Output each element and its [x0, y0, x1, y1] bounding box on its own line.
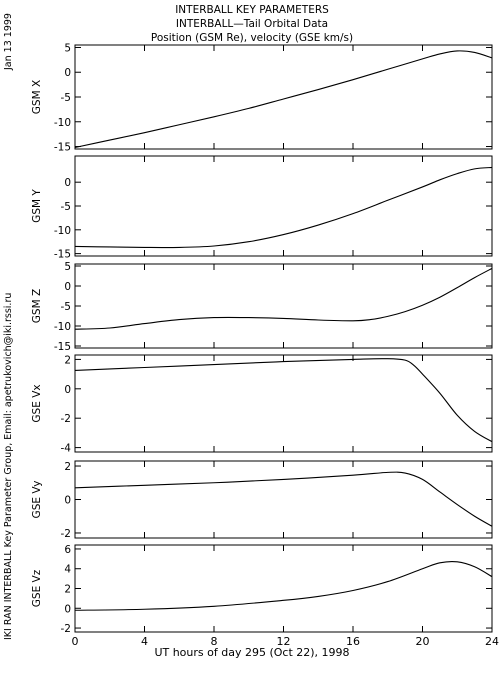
panel-frame-gsm-z — [74, 263, 493, 349]
x-tick-label: 8 — [211, 635, 218, 648]
series-line-gsm-x — [74, 50, 493, 149]
y-tick-label-gse-vy: -2 — [61, 528, 71, 540]
y-tick-label-gse-vy: 2 — [64, 461, 71, 473]
y-axis-label-gsm-x: GSM X — [31, 80, 43, 114]
chart-title-line2: INTERBALL—Tail Orbital Data — [175, 18, 329, 30]
x-tick-label: 20 — [416, 635, 430, 648]
y-tick-label-gsm-z: -5 — [61, 301, 71, 313]
panel-frame-gsm-x — [74, 44, 493, 150]
y-tick-label-gse-vz: -2 — [61, 623, 71, 635]
y-tick-label-gsm-y: -10 — [54, 225, 71, 237]
series-line-gse-vz — [74, 560, 493, 611]
y-tick-label-gsm-y: -15 — [54, 249, 71, 261]
y-tick-label-gsm-y: 0 — [64, 177, 71, 189]
y-tick-label-gsm-x: 0 — [64, 67, 71, 79]
series-line-gsm-y — [74, 166, 493, 249]
x-tick-label: 0 — [72, 635, 79, 648]
x-tick-label: 16 — [346, 635, 360, 648]
y-axis-label-gse-vz: GSE Vz — [31, 569, 43, 607]
y-tick-label-gse-vz: 2 — [64, 584, 71, 596]
y-tick-label-gsm-x: -15 — [54, 142, 71, 154]
y-axis-label-gse-vx: GSE Vx — [31, 384, 43, 422]
panel-frame-gsm-y — [74, 155, 493, 257]
chart-title-line1: INTERBALL KEY PARAMETERS — [175, 4, 329, 16]
y-tick-label-gsm-x: 5 — [64, 42, 71, 54]
x-axis-label: UT hours of day 295 (Oct 22), 1998 — [154, 646, 350, 659]
y-tick-label-gsm-z: -10 — [54, 321, 71, 333]
y-axis-label-gse-vy: GSE Vy — [31, 481, 43, 519]
y-axis-label-gsm-z: GSM Z — [31, 289, 43, 323]
y-tick-label-gsm-y: -5 — [61, 201, 71, 213]
y-tick-label-gsm-x: -5 — [61, 92, 71, 104]
y-tick-label-gsm-z: 0 — [64, 281, 71, 293]
y-tick-label-gse-vx: -2 — [61, 413, 71, 425]
x-tick-label: 12 — [277, 635, 291, 648]
series-line-gse-vx — [74, 358, 493, 443]
x-tick-label: 24 — [485, 635, 499, 648]
panel-frame-gse-vy — [74, 460, 493, 539]
y-tick-label-gsm-x: -10 — [54, 117, 71, 129]
y-tick-label-gse-vz: 6 — [64, 544, 71, 556]
y-tick-label-gsm-z: -15 — [54, 341, 71, 353]
y-axis-label-gsm-y: GSM Y — [31, 189, 43, 223]
y-tick-label-gse-vy: 0 — [64, 495, 71, 507]
y-tick-label-gse-vx: 2 — [64, 354, 71, 366]
chart-title-line3: Position (GSM Re), velocity (GSE km/s) — [150, 32, 354, 44]
series-line-gsm-z — [74, 267, 493, 330]
y-tick-label-gse-vx: -4 — [61, 443, 72, 455]
series-line-gse-vy — [74, 471, 493, 527]
y-tick-label-gsm-z: 5 — [64, 261, 71, 273]
y-tick-label-gse-vz: 4 — [64, 564, 71, 576]
panel-frame-gse-vz — [74, 544, 493, 633]
x-tick-label: 4 — [141, 635, 148, 648]
panel-frame-gse-vx — [74, 354, 493, 453]
y-tick-label-gse-vx: 0 — [64, 384, 71, 396]
y-tick-label-gse-vz: 0 — [64, 603, 71, 615]
